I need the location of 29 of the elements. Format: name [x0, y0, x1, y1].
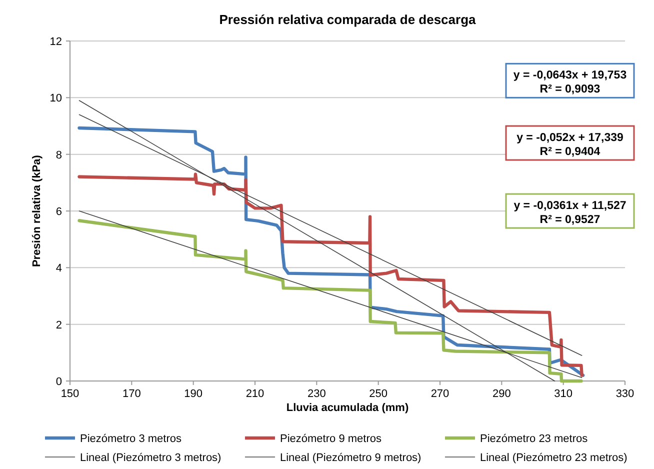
- legend-label: Piezómetro 9 metros: [280, 433, 382, 445]
- x-tick-label: 230: [307, 388, 326, 400]
- x-axis-title: Lluvia acumulada (mm): [286, 402, 409, 414]
- x-tick-label: 190: [184, 388, 203, 400]
- y-axis-title: Presión relativa (kPa): [31, 154, 43, 267]
- legend-label: Piezómetro 23 metros: [480, 433, 588, 445]
- y-tick-label: 0: [56, 376, 62, 388]
- x-tick-label: 310: [554, 388, 573, 400]
- annotation: y = -0,052x + 17,339 R² = 0,9404: [516, 132, 624, 158]
- y-tick-label: 10: [50, 92, 62, 105]
- chart-title: Pressión relativa comparada de descarga: [219, 12, 477, 27]
- x-tick-label: 210: [246, 388, 264, 400]
- annotation: y = -0,0643x + 19,753 R² = 0,9093: [513, 70, 627, 96]
- y-tick-label: 8: [56, 149, 62, 162]
- legend-label: Lineal (Piezómetro 23 metros): [480, 452, 628, 464]
- y-tick-label: 12: [50, 36, 62, 48]
- x-tick-label: 170: [122, 388, 141, 400]
- legend-label: Piezómetro 3 metros: [80, 433, 182, 445]
- x-tick-label: 290: [492, 388, 511, 400]
- legend-label: Lineal (Piezómetro 9 metros): [280, 452, 422, 464]
- legend-label: Lineal (Piezómetro 3 metros): [80, 452, 222, 464]
- y-tick-label: 2: [56, 319, 62, 332]
- x-tick-label: 270: [430, 388, 450, 400]
- x-tick-label: 150: [60, 388, 80, 400]
- annotation: y = -0,0361x + 11,527 R² = 0,9527: [514, 200, 626, 226]
- y-tick-label: 4: [56, 262, 62, 275]
- x-tick-label: 250: [369, 388, 388, 400]
- y-tick-label: 6: [56, 206, 62, 218]
- x-tick-label: 330: [616, 388, 634, 400]
